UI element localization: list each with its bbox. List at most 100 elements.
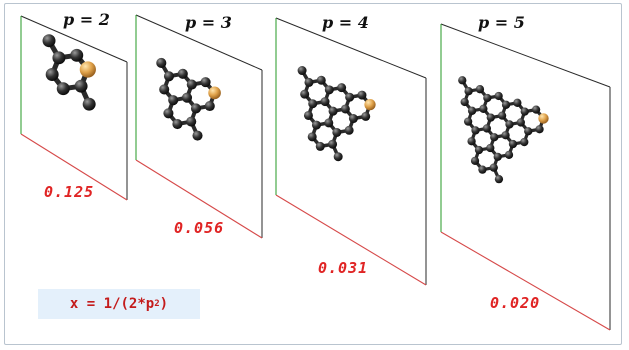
methyl-carbon xyxy=(156,57,167,69)
carbon-atom xyxy=(470,156,480,165)
figure-frame xyxy=(4,3,622,345)
carbon-atom xyxy=(493,152,502,161)
atom-group xyxy=(297,66,376,162)
value-p5: 0.020 xyxy=(490,294,541,312)
p-label-2: p = 2 xyxy=(63,10,110,29)
panel-p2 xyxy=(20,15,128,201)
carbon-atom xyxy=(520,107,529,116)
carbon-atom xyxy=(172,118,183,130)
carbon-atom xyxy=(479,104,488,113)
carbon-atom xyxy=(328,106,338,116)
carbon-atom xyxy=(489,163,498,172)
carbon-atom xyxy=(467,137,476,146)
carbon-atom xyxy=(504,150,514,159)
carbon-atom xyxy=(486,143,495,153)
carbon-atom xyxy=(186,116,197,127)
carbon-atom xyxy=(337,83,347,93)
carbon-atom xyxy=(524,127,533,136)
carbon-atom xyxy=(344,125,354,135)
carbon-atom xyxy=(308,99,318,109)
panel-p4 xyxy=(275,17,427,286)
carbon-atom xyxy=(478,165,487,174)
carbon-atom xyxy=(52,51,66,65)
heteroatom xyxy=(79,61,96,78)
carbon-atom xyxy=(316,75,326,85)
carbon-atom xyxy=(531,105,541,114)
carbon-atom xyxy=(332,127,342,137)
frame-bottom-edge xyxy=(275,194,427,286)
carbon-atom xyxy=(494,91,503,101)
methyl-carbon xyxy=(333,152,343,162)
carbon-atom xyxy=(486,113,495,122)
atom-group xyxy=(156,57,221,141)
atom-group xyxy=(42,34,96,111)
carbon-atom xyxy=(361,111,371,121)
carbon-atom xyxy=(303,110,313,120)
value-p2: 0.125 xyxy=(44,183,95,201)
carbon-atom xyxy=(45,68,59,81)
carbon-atom xyxy=(320,97,330,107)
carbon-atom xyxy=(505,120,514,129)
methyl-carbon xyxy=(297,66,307,76)
carbon-atom xyxy=(190,103,202,114)
carbon-atom xyxy=(74,79,88,93)
carbon-atom xyxy=(340,104,350,114)
carbon-atom xyxy=(483,93,492,103)
carbon-atom xyxy=(460,97,469,107)
carbon-atom xyxy=(163,108,174,119)
frame-bottom-edge xyxy=(440,231,611,331)
frame-bottom-edge xyxy=(135,159,263,239)
methyl-carbon xyxy=(192,130,203,141)
carbon-atom xyxy=(324,118,334,128)
p-label-3: p = 3 xyxy=(185,13,232,32)
heteroatom xyxy=(538,113,549,124)
carbon-atom xyxy=(464,87,473,96)
value-p4: 0.031 xyxy=(318,259,369,277)
carbon-atom xyxy=(328,139,338,149)
carbon-atom xyxy=(315,141,325,151)
carbon-atom xyxy=(168,95,179,106)
carbon-atom xyxy=(467,106,477,115)
carbon-atom xyxy=(348,114,358,124)
carbon-atom xyxy=(186,79,197,90)
panel-p5 xyxy=(440,23,611,331)
carbon-atom xyxy=(516,118,525,127)
carbon-atom xyxy=(513,98,522,107)
formula-exponent: 2 xyxy=(154,299,160,309)
carbon-atom xyxy=(70,48,84,62)
carbon-atom xyxy=(497,111,507,120)
carbon-atom xyxy=(357,90,367,100)
carbon-atom xyxy=(324,85,334,95)
carbon-atom xyxy=(56,82,70,96)
carbon-atom xyxy=(345,92,355,102)
carbon-atom xyxy=(508,139,518,149)
heteroatom xyxy=(208,86,221,100)
carbon-atom xyxy=(200,77,211,88)
frame-top-edge xyxy=(135,14,263,71)
formula-box: x = 1/(2*p 2) xyxy=(38,289,200,319)
p-label-5: p = 5 xyxy=(478,13,525,32)
frame-top-edge xyxy=(275,17,427,79)
heteroatom xyxy=(364,99,376,111)
frame-bottom-edge xyxy=(20,133,128,201)
carbon-atom xyxy=(475,85,485,94)
carbon-atom xyxy=(311,120,321,130)
carbon-atom xyxy=(204,100,215,112)
carbon-atom xyxy=(177,68,188,79)
methyl-carbon xyxy=(82,97,96,111)
carbon-atom xyxy=(535,125,544,134)
frame-top-edge xyxy=(440,23,611,88)
methyl-carbon xyxy=(458,76,467,85)
formula-suffix: ) xyxy=(159,296,169,312)
carbon-atom xyxy=(163,71,175,82)
value-p3: 0.056 xyxy=(174,219,225,237)
carbon-atom xyxy=(307,132,317,142)
methyl-carbon xyxy=(494,175,504,184)
methyl-carbon xyxy=(42,34,56,48)
carbon-atom xyxy=(181,92,193,103)
carbon-atom xyxy=(300,89,310,99)
carbon-atom xyxy=(463,117,473,126)
p-label-4: p = 4 xyxy=(322,13,369,32)
carbon-atom xyxy=(501,131,510,140)
